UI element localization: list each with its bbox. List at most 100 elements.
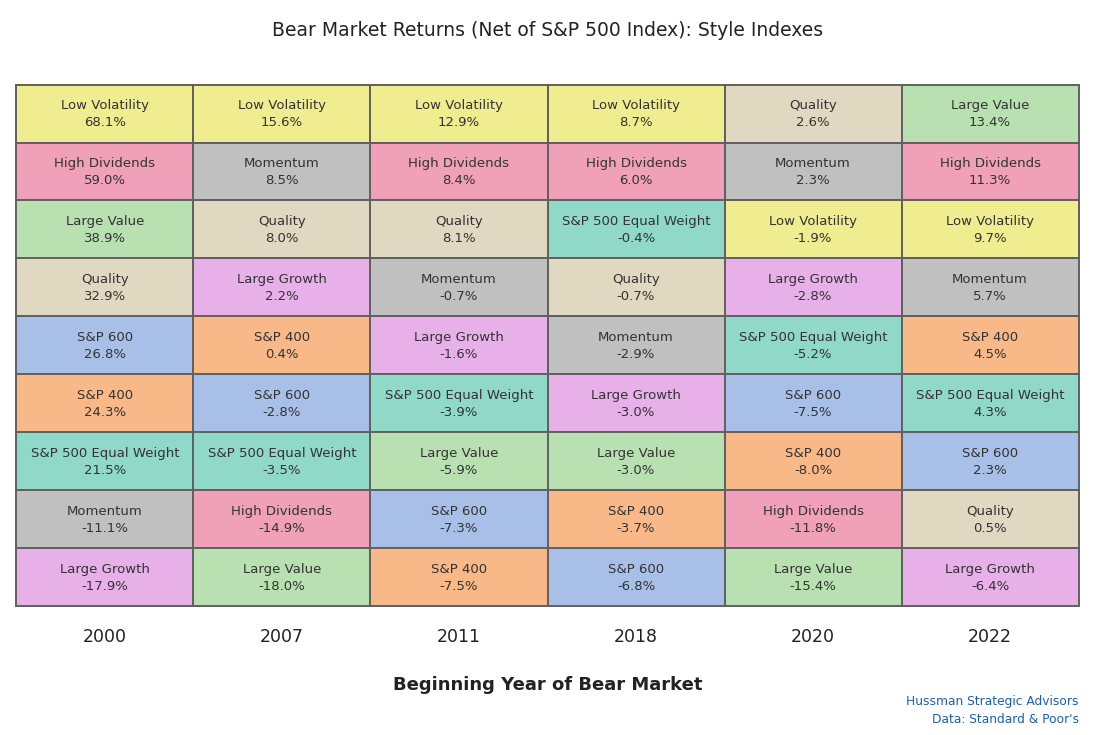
Text: -3.9%: -3.9% xyxy=(440,406,479,419)
Text: -6.4%: -6.4% xyxy=(971,580,1010,593)
Bar xyxy=(901,548,1079,606)
Text: S&P 600: S&P 600 xyxy=(77,331,132,345)
Text: -2.9%: -2.9% xyxy=(616,348,655,361)
Text: Momentum: Momentum xyxy=(244,157,320,171)
Text: -5.9%: -5.9% xyxy=(440,465,479,477)
Bar xyxy=(194,143,370,201)
Text: 9.7%: 9.7% xyxy=(973,232,1007,245)
Text: Large Growth: Large Growth xyxy=(768,273,858,287)
Text: 8.1%: 8.1% xyxy=(442,232,476,245)
Text: High Dividends: High Dividends xyxy=(231,506,333,518)
Bar xyxy=(548,490,725,548)
Text: Quality: Quality xyxy=(789,99,837,112)
Text: -8.0%: -8.0% xyxy=(794,465,832,477)
Text: S&P 500 Equal Weight: S&P 500 Equal Weight xyxy=(562,215,711,229)
Bar xyxy=(370,432,548,490)
Text: 12.9%: 12.9% xyxy=(438,116,480,129)
Text: -1.9%: -1.9% xyxy=(794,232,832,245)
Text: 24.3%: 24.3% xyxy=(84,406,126,419)
Text: S&P 500 Equal Weight: S&P 500 Equal Weight xyxy=(384,390,533,402)
Text: Momentum: Momentum xyxy=(422,273,497,287)
Text: -3.7%: -3.7% xyxy=(616,522,655,535)
Text: 2020: 2020 xyxy=(791,628,835,646)
Text: Large Value: Large Value xyxy=(950,99,1029,112)
Bar xyxy=(725,432,901,490)
Bar xyxy=(725,548,901,606)
Text: 0.5%: 0.5% xyxy=(973,522,1007,535)
Text: -0.7%: -0.7% xyxy=(440,290,479,304)
Text: Large Value: Large Value xyxy=(774,563,852,576)
Bar xyxy=(370,490,548,548)
Text: Hussman Strategic Advisors
Data: Standard & Poor's: Hussman Strategic Advisors Data: Standar… xyxy=(906,695,1079,726)
Text: -2.8%: -2.8% xyxy=(263,406,301,419)
Text: -7.5%: -7.5% xyxy=(794,406,832,419)
Text: 8.0%: 8.0% xyxy=(265,232,299,245)
Text: 2007: 2007 xyxy=(260,628,304,646)
Bar xyxy=(16,259,194,317)
Text: Quality: Quality xyxy=(612,273,660,287)
Bar xyxy=(194,259,370,317)
Text: Quality: Quality xyxy=(966,506,1014,518)
Text: S&P 400: S&P 400 xyxy=(254,331,310,345)
Bar xyxy=(901,490,1079,548)
Text: High Dividends: High Dividends xyxy=(55,157,155,171)
Text: 2011: 2011 xyxy=(437,628,481,646)
Text: S&P 400: S&P 400 xyxy=(785,448,841,460)
Text: -3.0%: -3.0% xyxy=(616,465,655,477)
Text: 6.0%: 6.0% xyxy=(620,174,653,187)
Text: Low Volatility: Low Volatility xyxy=(415,99,503,112)
Text: -3.5%: -3.5% xyxy=(263,465,301,477)
Text: -0.7%: -0.7% xyxy=(616,290,655,304)
Text: Momentum: Momentum xyxy=(67,506,142,518)
Bar xyxy=(370,85,548,143)
Text: High Dividends: High Dividends xyxy=(940,157,1040,171)
Bar xyxy=(725,317,901,374)
Bar xyxy=(16,201,194,259)
Text: 2.3%: 2.3% xyxy=(796,174,830,187)
Text: -1.6%: -1.6% xyxy=(440,348,479,361)
Text: Large Growth: Large Growth xyxy=(60,563,150,576)
Bar xyxy=(548,317,725,374)
Text: High Dividends: High Dividends xyxy=(408,157,509,171)
Text: -11.8%: -11.8% xyxy=(789,522,837,535)
Bar xyxy=(901,143,1079,201)
Bar xyxy=(16,143,194,201)
Text: 4.3%: 4.3% xyxy=(973,406,1007,419)
Text: S&P 600: S&P 600 xyxy=(608,563,664,576)
Text: Bear Market Returns (Net of S&P 500 Index): Style Indexes: Bear Market Returns (Net of S&P 500 Inde… xyxy=(272,21,823,40)
Text: 2022: 2022 xyxy=(968,628,1012,646)
Text: S&P 400: S&P 400 xyxy=(963,331,1018,345)
Text: -7.5%: -7.5% xyxy=(440,580,479,593)
Bar xyxy=(725,490,901,548)
Text: 38.9%: 38.9% xyxy=(84,232,126,245)
Bar xyxy=(194,317,370,374)
Text: 2.6%: 2.6% xyxy=(796,116,830,129)
Bar xyxy=(370,374,548,432)
Text: 26.8%: 26.8% xyxy=(84,348,126,361)
Text: Beginning Year of Bear Market: Beginning Year of Bear Market xyxy=(393,676,702,694)
Bar xyxy=(901,432,1079,490)
Text: 21.5%: 21.5% xyxy=(84,465,126,477)
Bar xyxy=(194,432,370,490)
Bar xyxy=(725,374,901,432)
Text: S&P 400: S&P 400 xyxy=(431,563,487,576)
Text: S&P 500 Equal Weight: S&P 500 Equal Weight xyxy=(915,390,1064,402)
Text: -3.0%: -3.0% xyxy=(616,406,655,419)
Text: S&P 400: S&P 400 xyxy=(77,390,132,402)
Bar xyxy=(16,374,194,432)
Bar xyxy=(16,490,194,548)
Bar xyxy=(16,317,194,374)
Text: -0.4%: -0.4% xyxy=(616,232,655,245)
Text: Low Volatility: Low Volatility xyxy=(61,99,149,112)
Text: -7.3%: -7.3% xyxy=(440,522,479,535)
Text: S&P 500 Equal Weight: S&P 500 Equal Weight xyxy=(208,448,356,460)
Text: Large Value: Large Value xyxy=(243,563,321,576)
Bar xyxy=(548,548,725,606)
Text: 8.4%: 8.4% xyxy=(442,174,475,187)
Text: 8.5%: 8.5% xyxy=(265,174,299,187)
Bar xyxy=(194,490,370,548)
Text: Low Volatility: Low Volatility xyxy=(769,215,857,229)
Bar xyxy=(901,317,1079,374)
Text: S&P 600: S&P 600 xyxy=(963,448,1018,460)
Text: Momentum: Momentum xyxy=(953,273,1028,287)
